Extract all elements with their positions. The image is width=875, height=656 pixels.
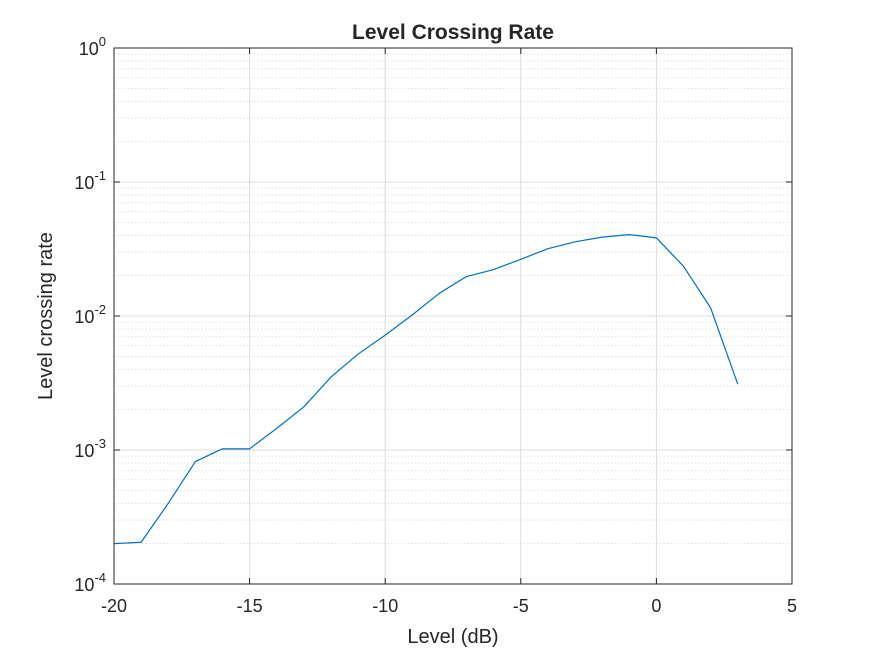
y-tick-labels: 10-4 10-3 10-2 10-1 100 [74,34,106,595]
x-tick-label: -5 [513,596,529,616]
x-tick-label: -10 [372,596,398,616]
x-tick-label: -20 [101,596,127,616]
y-axis-label: Level crossing rate [35,232,57,400]
minor-grid [114,53,792,545]
y-tick-label: 10-4 [74,570,106,595]
y-tick-label: 10-2 [74,302,106,327]
tick-marks [113,47,793,585]
x-tick-label: 5 [787,596,797,616]
chart-title: Level Crossing Rate [352,21,554,44]
y-tick-label: 100 [79,34,106,59]
x-axis-label: Level (dB) [407,626,498,648]
x-tick-label: 0 [651,596,661,616]
y-tick-label: 10-1 [74,168,106,193]
x-tick-label: -15 [237,596,263,616]
x-tick-labels: -20 -15 -10 -5 0 5 [101,596,797,616]
series-layer [113,234,739,545]
y-tick-label: 10-3 [74,436,106,461]
series-line [113,234,739,545]
